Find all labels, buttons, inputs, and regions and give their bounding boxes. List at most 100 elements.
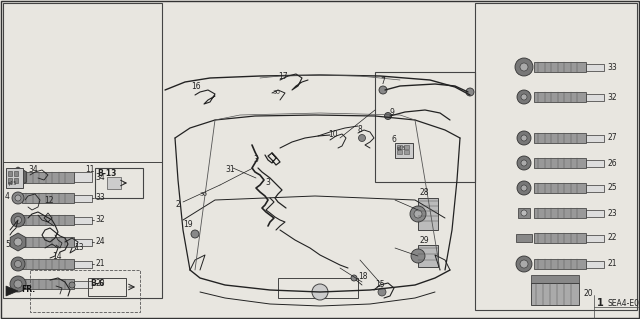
- Bar: [531, 275, 579, 283]
- Bar: [475, 3, 637, 310]
- Text: 6: 6: [392, 135, 397, 144]
- Bar: [516, 234, 532, 242]
- Bar: [404, 150, 409, 154]
- Text: 32: 32: [95, 216, 104, 225]
- Bar: [397, 150, 402, 154]
- Bar: [88, 278, 126, 296]
- Bar: [586, 261, 604, 268]
- Bar: [22, 237, 74, 247]
- Bar: [95, 168, 143, 198]
- Text: 18: 18: [358, 272, 367, 281]
- Bar: [397, 145, 402, 149]
- Text: 17: 17: [278, 72, 287, 81]
- Circle shape: [521, 210, 527, 216]
- Circle shape: [11, 257, 25, 271]
- Circle shape: [11, 213, 25, 227]
- Circle shape: [14, 238, 22, 246]
- Bar: [586, 63, 604, 70]
- Circle shape: [351, 275, 357, 281]
- Bar: [22, 193, 74, 203]
- Circle shape: [15, 217, 22, 224]
- Text: 23: 23: [607, 209, 616, 218]
- Circle shape: [515, 58, 533, 76]
- Text: φ15: φ15: [397, 146, 406, 151]
- Bar: [74, 261, 92, 268]
- Bar: [534, 158, 586, 168]
- Circle shape: [517, 90, 531, 104]
- Bar: [418, 198, 438, 230]
- Circle shape: [69, 282, 75, 288]
- Bar: [278, 278, 358, 298]
- Text: 20: 20: [584, 290, 594, 299]
- Bar: [8, 171, 12, 176]
- Text: 28: 28: [420, 188, 429, 197]
- Text: 7: 7: [380, 77, 385, 86]
- Bar: [74, 217, 92, 224]
- Bar: [404, 145, 409, 149]
- Bar: [74, 195, 92, 202]
- Bar: [534, 233, 586, 243]
- Text: 26: 26: [607, 159, 616, 167]
- Text: 2: 2: [175, 200, 180, 209]
- Circle shape: [521, 160, 527, 166]
- Circle shape: [410, 206, 426, 222]
- Bar: [586, 184, 604, 191]
- Circle shape: [385, 113, 392, 120]
- Text: 20: 20: [95, 279, 104, 288]
- Bar: [14, 178, 18, 183]
- Circle shape: [517, 181, 531, 195]
- Circle shape: [520, 63, 528, 71]
- Text: 5: 5: [5, 240, 10, 249]
- Circle shape: [10, 276, 26, 292]
- Text: 16: 16: [191, 82, 200, 91]
- Bar: [3, 3, 162, 298]
- Bar: [22, 172, 74, 182]
- Polygon shape: [10, 233, 26, 251]
- Text: 30: 30: [200, 192, 208, 197]
- Circle shape: [414, 210, 422, 218]
- Bar: [586, 93, 604, 100]
- Circle shape: [516, 256, 532, 272]
- Polygon shape: [10, 167, 27, 187]
- Text: 3: 3: [265, 178, 270, 187]
- Text: 12: 12: [44, 196, 54, 205]
- Bar: [534, 133, 586, 143]
- Bar: [30, 270, 140, 312]
- Text: 13: 13: [74, 243, 84, 252]
- Bar: [418, 245, 438, 267]
- Text: 8: 8: [357, 125, 362, 134]
- Text: 9: 9: [390, 108, 395, 117]
- Circle shape: [521, 94, 527, 100]
- Bar: [534, 208, 586, 218]
- Text: 30: 30: [273, 90, 281, 95]
- Text: 29: 29: [420, 236, 429, 245]
- Bar: [531, 283, 579, 305]
- Text: 34: 34: [95, 173, 105, 182]
- Bar: [14, 171, 18, 176]
- Text: B-6: B-6: [90, 279, 104, 288]
- Text: 34: 34: [28, 165, 38, 174]
- Circle shape: [521, 135, 527, 141]
- Text: 11: 11: [85, 165, 95, 174]
- Circle shape: [517, 156, 531, 170]
- Bar: [107, 177, 121, 189]
- Circle shape: [13, 173, 22, 182]
- Circle shape: [378, 288, 386, 296]
- Circle shape: [15, 261, 22, 268]
- Polygon shape: [6, 286, 18, 296]
- Text: 1: 1: [597, 298, 604, 308]
- Circle shape: [14, 280, 22, 288]
- Bar: [74, 280, 92, 287]
- Bar: [8, 178, 12, 183]
- Text: 10: 10: [328, 130, 338, 139]
- Circle shape: [379, 86, 387, 94]
- Text: 3: 3: [253, 155, 258, 164]
- Circle shape: [12, 192, 24, 204]
- Bar: [586, 210, 604, 217]
- Circle shape: [517, 131, 531, 145]
- Text: 19: 19: [183, 220, 193, 229]
- Circle shape: [191, 230, 199, 238]
- Bar: [395, 143, 413, 158]
- Bar: [375, 72, 475, 182]
- Circle shape: [312, 284, 328, 300]
